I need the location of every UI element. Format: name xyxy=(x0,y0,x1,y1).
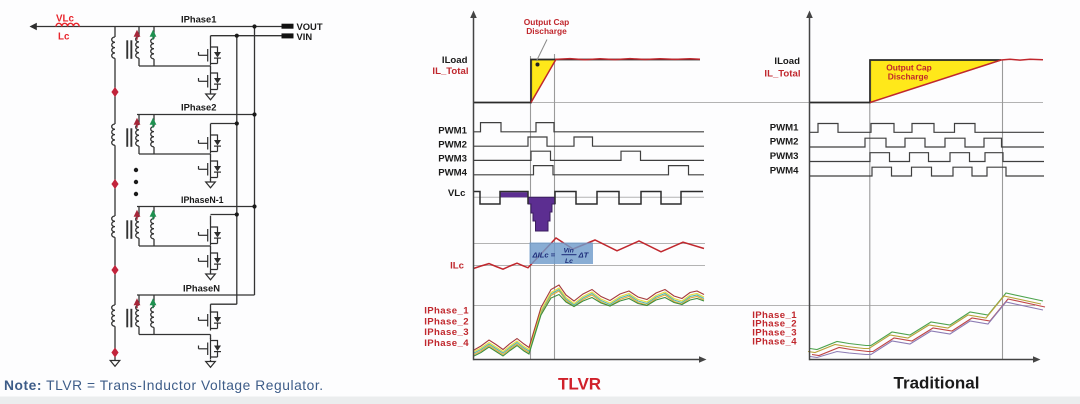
svg-text:IPhase_1: IPhase_1 xyxy=(752,310,797,321)
svg-text:IL_Total: IL_Total xyxy=(764,69,800,80)
svg-text:VLc: VLc xyxy=(56,13,75,24)
svg-text:PWM4: PWM4 xyxy=(438,167,467,178)
svg-text:TLVR: TLVR xyxy=(558,375,601,394)
svg-text:Vin: Vin xyxy=(564,248,574,255)
svg-text:VLc: VLc xyxy=(448,188,466,199)
svg-text:Discharge: Discharge xyxy=(888,72,929,82)
svg-text:PWM1: PWM1 xyxy=(438,126,467,137)
svg-text:IPhase_3: IPhase_3 xyxy=(424,327,469,338)
svg-text:Output Cap: Output Cap xyxy=(886,63,932,73)
svg-text:ILoad: ILoad xyxy=(442,55,468,66)
svg-text:PWM1: PWM1 xyxy=(770,123,799,134)
svg-text:IPhase_1: IPhase_1 xyxy=(424,305,469,316)
svg-text:IPhaseN-1: IPhaseN-1 xyxy=(181,195,224,205)
svg-text:PWM2: PWM2 xyxy=(438,139,467,150)
svg-text:IPhase_2: IPhase_2 xyxy=(752,319,797,330)
svg-text:IPhase_3: IPhase_3 xyxy=(752,327,797,338)
svg-text:Output Cap: Output Cap xyxy=(524,17,570,27)
svg-text:ΔILc =: ΔILc = xyxy=(532,251,556,260)
svg-text:Lc: Lc xyxy=(565,258,573,265)
svg-text:Note: TLVR = Trans-Inductor V: Note: TLVR = Trans-Inductor Voltage Regu… xyxy=(4,378,324,393)
svg-text:ILc: ILc xyxy=(450,260,465,271)
svg-text:Traditional: Traditional xyxy=(894,374,980,393)
svg-text:IPhase_2: IPhase_2 xyxy=(424,316,469,327)
svg-text:ILoad: ILoad xyxy=(774,56,800,67)
svg-text:VOUT: VOUT xyxy=(297,21,323,32)
svg-text:Lc: Lc xyxy=(58,32,70,43)
svg-text:IPhase2: IPhase2 xyxy=(181,102,216,113)
svg-text:IPhase1: IPhase1 xyxy=(181,14,216,25)
svg-text:PWM3: PWM3 xyxy=(770,151,799,162)
svg-text:IPhase_4: IPhase_4 xyxy=(752,337,797,348)
svg-text:PWM2: PWM2 xyxy=(770,137,799,148)
svg-text:VIN: VIN xyxy=(297,31,313,42)
svg-text:Discharge: Discharge xyxy=(526,26,567,36)
svg-text:PWM4: PWM4 xyxy=(770,166,799,177)
svg-text:IL_Total: IL_Total xyxy=(432,66,468,77)
svg-text:IPhaseN: IPhaseN xyxy=(183,283,220,294)
svg-text:ΔT: ΔT xyxy=(578,251,590,260)
svg-text:IPhase_4: IPhase_4 xyxy=(424,338,469,349)
svg-text:PWM3: PWM3 xyxy=(438,153,467,164)
